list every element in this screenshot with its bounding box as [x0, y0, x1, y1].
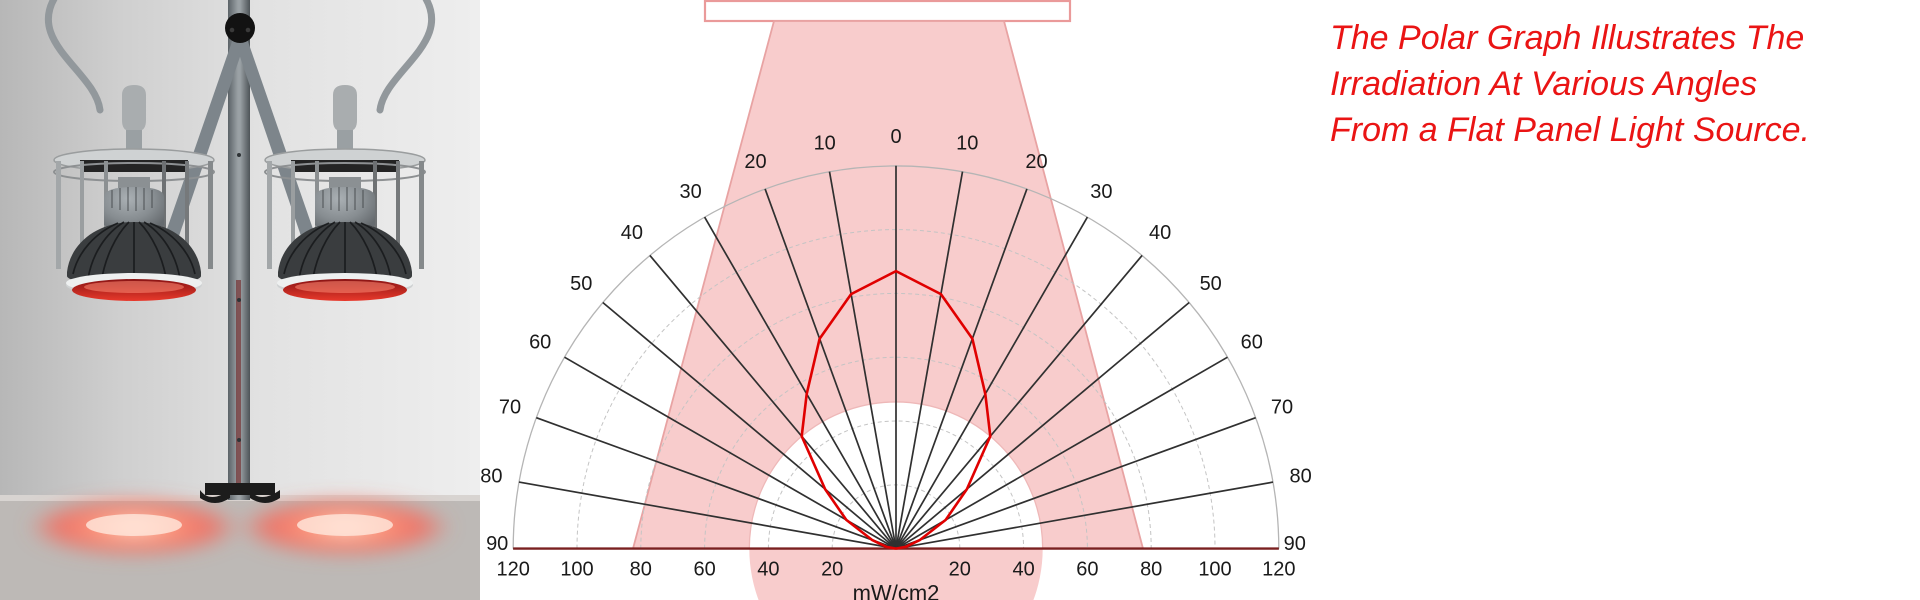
svg-text:40: 40 — [757, 559, 779, 581]
svg-text:20: 20 — [1025, 151, 1047, 173]
svg-text:30: 30 — [1090, 181, 1112, 203]
svg-text:20: 20 — [949, 559, 971, 581]
svg-text:60: 60 — [693, 559, 715, 581]
svg-text:80: 80 — [630, 559, 652, 581]
svg-text:100: 100 — [1198, 559, 1231, 581]
svg-text:20: 20 — [821, 559, 843, 581]
svg-text:20: 20 — [744, 151, 766, 173]
svg-text:10: 10 — [956, 132, 978, 154]
svg-text:120: 120 — [497, 559, 530, 581]
svg-text:0: 0 — [890, 126, 901, 148]
svg-text:40: 40 — [1149, 222, 1171, 244]
svg-text:50: 50 — [1200, 273, 1222, 295]
svg-text:10: 10 — [814, 132, 836, 154]
svg-text:70: 70 — [499, 396, 521, 418]
svg-text:30: 30 — [679, 181, 701, 203]
svg-text:80: 80 — [480, 466, 502, 488]
svg-text:100: 100 — [560, 559, 593, 581]
svg-text:60: 60 — [1076, 559, 1098, 581]
svg-text:60: 60 — [1241, 331, 1263, 353]
svg-text:120: 120 — [1262, 559, 1295, 581]
svg-text:80: 80 — [1140, 559, 1162, 581]
svg-text:50: 50 — [570, 273, 592, 295]
svg-text:70: 70 — [1271, 396, 1293, 418]
svg-text:40: 40 — [621, 222, 643, 244]
svg-text:60: 60 — [529, 331, 551, 353]
svg-text:80: 80 — [1289, 466, 1311, 488]
svg-text:90: 90 — [486, 533, 508, 555]
svg-text:90: 90 — [1284, 533, 1306, 555]
svg-text:mW/cm2: mW/cm2 — [853, 581, 940, 600]
svg-text:40: 40 — [1012, 559, 1034, 581]
